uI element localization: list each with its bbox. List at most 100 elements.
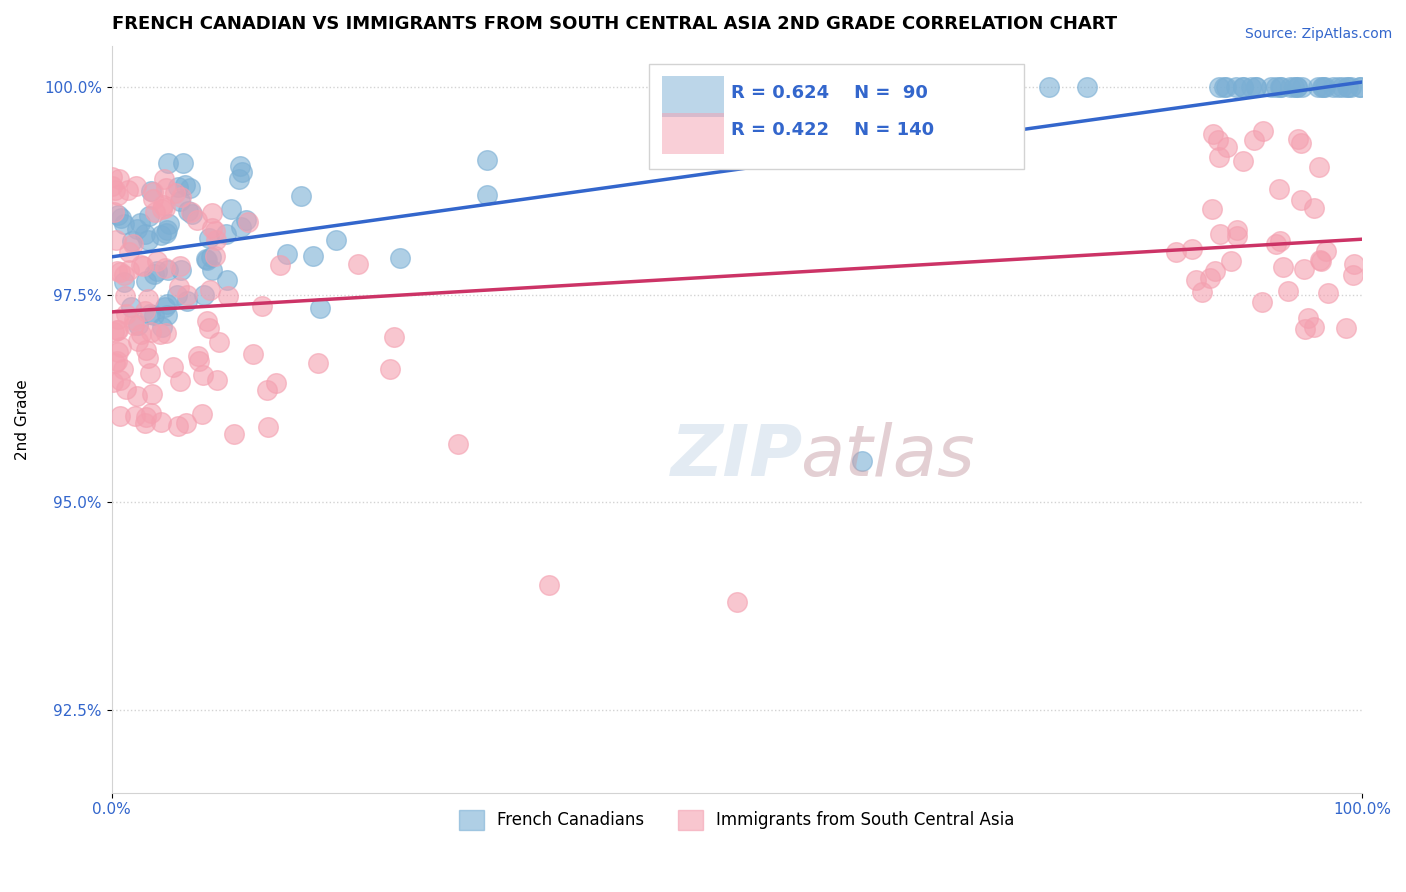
Point — [131, 327, 153, 342]
Point — [111, 361, 134, 376]
Point — [118, 244, 141, 259]
Point — [1268, 80, 1291, 95]
Text: ZIP: ZIP — [671, 422, 803, 491]
Point — [1212, 80, 1234, 95]
Point — [1286, 132, 1309, 146]
Point — [229, 220, 252, 235]
Point — [1232, 80, 1254, 95]
Point — [157, 156, 180, 170]
Text: FRENCH CANADIAN VS IMMIGRANTS FROM SOUTH CENTRAL ASIA 2ND GRADE CORRELATION CHAR: FRENCH CANADIAN VS IMMIGRANTS FROM SOUTH… — [111, 15, 1116, 33]
Point — [108, 265, 131, 279]
Legend: French Canadians, Immigrants from South Central Asia: French Canadians, Immigrants from South … — [453, 803, 1021, 837]
Point — [200, 250, 222, 264]
Point — [143, 204, 166, 219]
Point — [166, 180, 188, 194]
Point — [1191, 285, 1213, 300]
Point — [1251, 124, 1274, 138]
Point — [302, 249, 325, 263]
Point — [134, 416, 156, 430]
Point — [156, 223, 179, 237]
Point — [1204, 264, 1226, 278]
Point — [1260, 80, 1282, 95]
Point — [219, 202, 242, 217]
Point — [1343, 268, 1365, 282]
Point — [1291, 80, 1313, 95]
Point — [307, 356, 329, 370]
Point — [101, 178, 124, 193]
Point — [215, 227, 238, 242]
Point — [139, 306, 162, 320]
Point — [475, 187, 498, 202]
Point — [1244, 80, 1267, 95]
Point — [104, 184, 127, 198]
Point — [197, 320, 219, 334]
Point — [1270, 80, 1292, 95]
Point — [149, 326, 172, 341]
Point — [107, 322, 129, 336]
Point — [135, 410, 157, 425]
Point — [1282, 80, 1305, 95]
Point — [162, 359, 184, 374]
Point — [186, 212, 208, 227]
Point — [276, 247, 298, 261]
Point — [851, 453, 873, 467]
Point — [110, 340, 132, 354]
Point — [139, 184, 162, 198]
Point — [141, 386, 163, 401]
Point — [1232, 153, 1254, 168]
Point — [169, 374, 191, 388]
Point — [122, 318, 145, 332]
Point — [1289, 193, 1312, 207]
Point — [115, 307, 138, 321]
Point — [1309, 254, 1331, 268]
Point — [1272, 260, 1295, 274]
Point — [725, 595, 748, 609]
Point — [187, 353, 209, 368]
Point — [447, 437, 470, 451]
Point — [142, 186, 165, 200]
Point — [1334, 320, 1357, 334]
Point — [193, 368, 215, 383]
Point — [166, 288, 188, 302]
Y-axis label: 2nd Grade: 2nd Grade — [15, 379, 30, 459]
Point — [205, 233, 228, 247]
Point — [120, 300, 142, 314]
Point — [105, 354, 128, 368]
Point — [1201, 202, 1223, 217]
Point — [1209, 227, 1232, 242]
Point — [132, 259, 155, 273]
Point — [153, 202, 176, 216]
Point — [117, 263, 139, 277]
Point — [193, 288, 215, 302]
Point — [1199, 271, 1222, 285]
Point — [195, 314, 218, 328]
Point — [1348, 80, 1371, 95]
Point — [1337, 80, 1360, 95]
Point — [136, 292, 159, 306]
Point — [231, 165, 253, 179]
Point — [195, 252, 218, 267]
Point — [153, 261, 176, 276]
Point — [105, 323, 128, 337]
FancyBboxPatch shape — [662, 113, 724, 154]
Point — [163, 186, 186, 201]
Point — [150, 202, 173, 216]
Point — [180, 206, 202, 220]
Point — [1292, 262, 1315, 277]
Point — [1268, 182, 1291, 196]
Point — [127, 334, 149, 348]
Point — [150, 319, 173, 334]
Point — [129, 258, 152, 272]
Point — [1038, 80, 1060, 95]
Point — [135, 343, 157, 357]
Point — [169, 194, 191, 208]
Point — [149, 415, 172, 429]
Point — [103, 326, 125, 340]
Point — [155, 326, 177, 341]
Point — [1303, 201, 1326, 215]
Point — [107, 208, 129, 222]
Point — [1309, 252, 1331, 267]
Point — [235, 212, 257, 227]
Point — [382, 330, 405, 344]
Point — [157, 218, 180, 232]
